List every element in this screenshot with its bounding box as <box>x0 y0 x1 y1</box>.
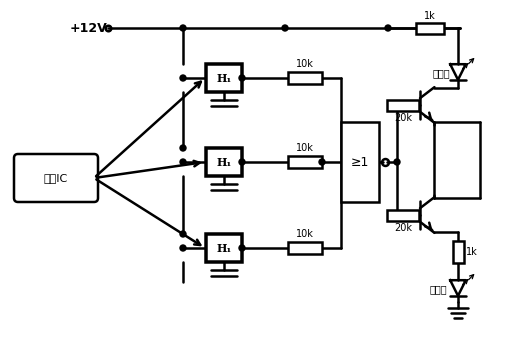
Bar <box>288 242 322 254</box>
Text: 10k: 10k <box>296 229 314 239</box>
Text: 1k: 1k <box>424 11 436 21</box>
Circle shape <box>180 245 186 251</box>
Circle shape <box>394 159 400 165</box>
Circle shape <box>239 159 245 165</box>
Text: （红）: （红） <box>430 284 447 294</box>
Text: 1k: 1k <box>466 247 478 257</box>
Circle shape <box>239 245 245 251</box>
Text: 10k: 10k <box>296 59 314 69</box>
Bar <box>453 241 463 263</box>
Text: 霍尔IC: 霍尔IC <box>44 173 68 183</box>
Bar <box>288 72 322 84</box>
Text: H₁: H₁ <box>217 242 231 254</box>
Bar <box>416 23 444 33</box>
Bar <box>206 148 242 176</box>
Bar <box>206 64 242 92</box>
Circle shape <box>319 159 325 165</box>
Text: ≥1: ≥1 <box>351 155 369 169</box>
Bar <box>387 210 419 220</box>
Circle shape <box>239 75 245 81</box>
Text: 10k: 10k <box>296 143 314 153</box>
Text: 20k: 20k <box>394 223 412 233</box>
Circle shape <box>282 25 288 31</box>
Circle shape <box>180 159 186 165</box>
Text: （綠）: （綠） <box>433 68 451 78</box>
Bar <box>387 99 419 111</box>
Text: H₁: H₁ <box>217 72 231 83</box>
Text: 20k: 20k <box>394 113 412 123</box>
Bar <box>206 234 242 262</box>
FancyBboxPatch shape <box>14 154 98 202</box>
Text: +12V: +12V <box>70 22 108 34</box>
Circle shape <box>180 145 186 151</box>
Circle shape <box>180 25 186 31</box>
Text: H₁: H₁ <box>217 156 231 168</box>
Bar <box>288 156 322 168</box>
Circle shape <box>180 231 186 237</box>
Circle shape <box>385 25 391 31</box>
Circle shape <box>180 75 186 81</box>
Bar <box>341 122 379 202</box>
